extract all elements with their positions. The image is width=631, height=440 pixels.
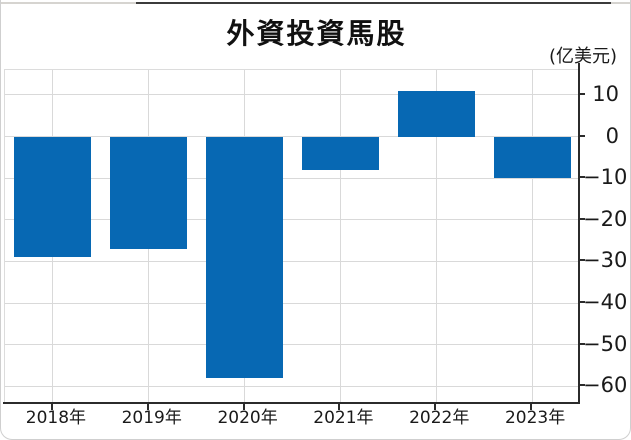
- y-tick-label--50: −50: [583, 331, 628, 356]
- gridline-horizontal--40: [5, 302, 580, 304]
- gridline-vertical-2022: [435, 70, 437, 403]
- x-tick-2021: [338, 404, 341, 410]
- gridline-vertical-2021: [339, 70, 341, 403]
- x-tick-2020: [242, 404, 245, 410]
- y-axis-line: [578, 63, 580, 404]
- y-tick--60: [580, 384, 585, 387]
- gridline-horizontal--20: [5, 219, 580, 221]
- bar-2019: [110, 136, 188, 249]
- y-tick-label--20: −20: [583, 206, 628, 231]
- gridline-horizontal--50: [5, 344, 580, 346]
- x-axis-line: [3, 402, 580, 404]
- x-tick-label-2019: 2019年: [121, 408, 182, 428]
- y-tick-0: [580, 134, 585, 137]
- bar-2022: [397, 90, 475, 137]
- bar-2020: [206, 136, 284, 379]
- y-tick-label--30: −30: [583, 248, 628, 273]
- x-tick-2019: [146, 404, 149, 410]
- x-tick-2022: [434, 404, 437, 410]
- y-tick--10: [580, 176, 585, 179]
- y-tick--50: [580, 342, 585, 345]
- gridline-vertical-2023: [531, 70, 533, 403]
- y-tick-label--60: −60: [583, 373, 628, 398]
- y-tick-label-0: 0: [605, 123, 619, 148]
- bar-2018: [14, 136, 92, 258]
- bar-2021: [301, 136, 379, 170]
- gridline-horizontal-10: [5, 94, 580, 96]
- gridline-horizontal--30: [5, 260, 580, 262]
- x-tick-2023: [530, 404, 533, 410]
- top-divider-line: [1, 2, 630, 4]
- y-tick--40: [580, 301, 585, 304]
- chart-title: 外資投資馬股: [226, 17, 407, 50]
- y-tick--30: [580, 259, 585, 262]
- x-tick-label-2023: 2023年: [504, 408, 566, 428]
- y-tick-label--40: −40: [583, 290, 628, 315]
- top-divider-dark-segment: [136, 2, 611, 4]
- x-tick-label-2020: 2020年: [217, 408, 278, 428]
- x-tick-label-2021: 2021年: [313, 408, 374, 428]
- gridline-horizontal--10: [5, 177, 580, 179]
- y-tick--20: [580, 217, 585, 220]
- y-tick-label--10: −10: [583, 165, 628, 190]
- gridline-horizontal-0: [5, 136, 580, 138]
- gridline-horizontal--60: [5, 385, 580, 387]
- y-tick-10: [580, 92, 585, 95]
- x-tick-label-2022: 2022年: [409, 408, 470, 428]
- plot-area: [4, 69, 580, 403]
- x-tick-2018: [50, 404, 53, 410]
- y-tick-label-10: 10: [592, 81, 619, 106]
- bar-2023: [493, 136, 571, 179]
- y-axis-unit-label: (亿美元): [548, 46, 617, 67]
- x-tick-label-2018: 2018年: [25, 408, 87, 428]
